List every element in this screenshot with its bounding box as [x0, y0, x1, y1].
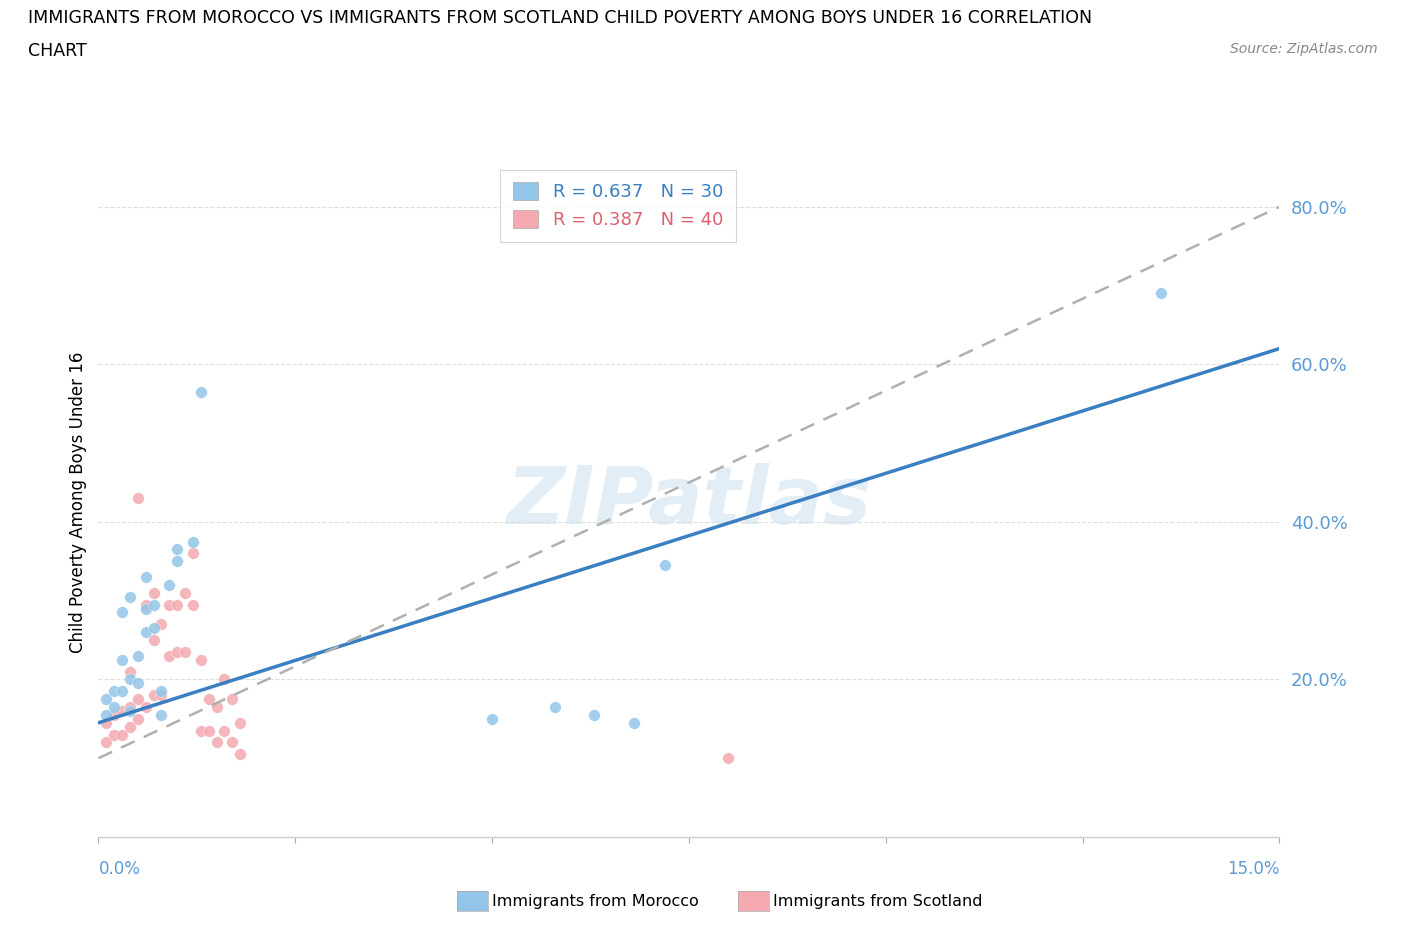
Point [166, 644, 188, 659]
Text: Source: ZipAtlas.com: Source: ZipAtlas.com [1230, 42, 1378, 56]
Point [118, 699, 141, 714]
Y-axis label: Child Poverty Among Boys Under 16: Child Poverty Among Boys Under 16 [69, 352, 87, 653]
Point [135, 625, 157, 640]
Point [481, 711, 503, 726]
Point [166, 542, 188, 557]
Point [142, 597, 165, 612]
Point [118, 672, 141, 687]
Point [127, 648, 149, 663]
Point [150, 684, 173, 698]
Point [205, 735, 228, 750]
Point [221, 735, 243, 750]
Point [166, 597, 188, 612]
Point [654, 558, 676, 573]
Point [142, 621, 165, 636]
Point [221, 692, 243, 707]
Point [229, 747, 252, 762]
Point [181, 534, 204, 549]
Point [111, 703, 134, 718]
Point [174, 585, 197, 600]
Point [157, 648, 180, 663]
Point [111, 684, 134, 698]
Point [197, 724, 219, 738]
Point [135, 699, 157, 714]
Point [214, 724, 236, 738]
Point [103, 727, 125, 742]
Point [174, 644, 197, 659]
Point [96, 708, 118, 723]
Point [181, 546, 204, 561]
Point [118, 590, 141, 604]
Point [96, 735, 118, 750]
Legend: R = 0.637   N = 30, R = 0.387   N = 40: R = 0.637 N = 30, R = 0.387 N = 40 [501, 170, 735, 242]
Point [229, 715, 252, 730]
Point [205, 699, 228, 714]
Point [623, 715, 645, 730]
Text: Immigrants from Morocco: Immigrants from Morocco [492, 894, 699, 909]
Point [150, 688, 173, 703]
Point [142, 688, 165, 703]
Point [127, 491, 149, 506]
Text: CHART: CHART [28, 42, 87, 60]
Point [111, 605, 134, 620]
Point [142, 585, 165, 600]
Point [127, 711, 149, 726]
Point [157, 578, 180, 592]
Point [197, 692, 219, 707]
Point [118, 664, 141, 679]
Point [127, 692, 149, 707]
Point [142, 632, 165, 647]
Point [157, 597, 180, 612]
Text: 15.0%: 15.0% [1227, 860, 1279, 878]
Text: Immigrants from Scotland: Immigrants from Scotland [773, 894, 983, 909]
Point [96, 715, 118, 730]
Point [103, 708, 125, 723]
Text: IMMIGRANTS FROM MOROCCO VS IMMIGRANTS FROM SCOTLAND CHILD POVERTY AMONG BOYS UND: IMMIGRANTS FROM MOROCCO VS IMMIGRANTS FR… [28, 9, 1092, 27]
Point [135, 597, 157, 612]
Point [150, 708, 173, 723]
Point [111, 727, 134, 742]
Point [103, 699, 125, 714]
Point [190, 724, 212, 738]
Text: ZIPatlas: ZIPatlas [506, 463, 872, 541]
Point [544, 699, 567, 714]
Point [118, 719, 141, 734]
Point [190, 384, 212, 399]
Point [111, 652, 134, 667]
Point [717, 751, 740, 765]
Point [583, 708, 606, 723]
Text: 0.0%: 0.0% [98, 860, 141, 878]
Point [127, 676, 149, 691]
Point [118, 703, 141, 718]
Point [135, 569, 157, 584]
Point [1150, 286, 1173, 301]
Point [96, 692, 118, 707]
Point [103, 684, 125, 698]
Point [150, 617, 173, 631]
Point [190, 652, 212, 667]
Point [135, 601, 157, 616]
Point [214, 672, 236, 687]
Point [181, 597, 204, 612]
Point [166, 554, 188, 569]
